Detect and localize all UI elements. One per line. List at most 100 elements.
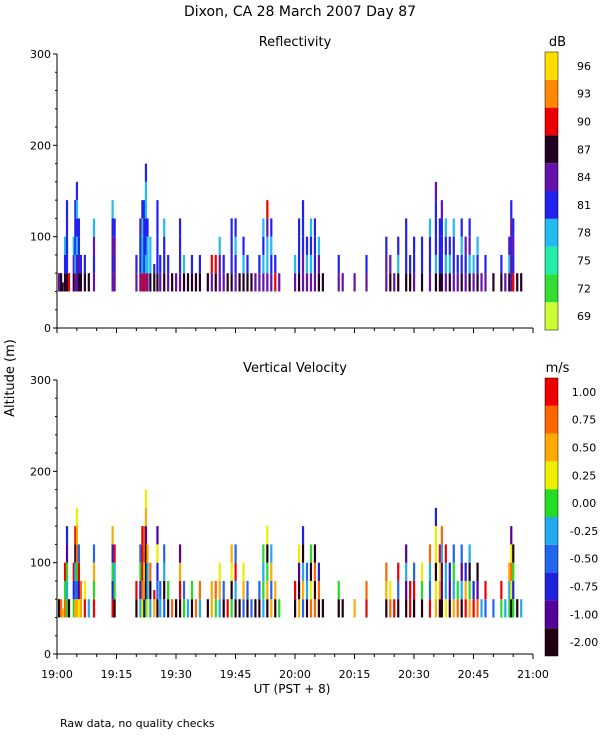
data-bin — [297, 544, 301, 563]
data-bin — [79, 580, 82, 600]
data-bin — [452, 562, 455, 581]
data-bin — [135, 599, 138, 618]
data-bin — [297, 273, 301, 292]
data-bin — [385, 236, 388, 255]
data-bin — [428, 544, 432, 563]
data-bin — [198, 273, 201, 292]
data-column — [409, 254, 412, 292]
data-bin — [171, 273, 174, 292]
data-column — [153, 264, 156, 292]
data-bin — [309, 273, 313, 292]
data-bin — [234, 544, 237, 563]
data-bin — [167, 580, 170, 600]
data-bin — [460, 580, 463, 600]
data-column — [167, 580, 170, 618]
data-column — [167, 254, 170, 292]
data-column — [516, 599, 519, 618]
data-bin — [59, 599, 63, 618]
data-bin — [250, 273, 253, 292]
data-bin — [77, 580, 81, 600]
data-bin — [508, 562, 511, 581]
colorbar-label: 75 — [577, 255, 591, 268]
data-bin — [178, 599, 182, 618]
data-bin — [63, 236, 67, 255]
data-bin — [448, 599, 451, 618]
data-bin — [294, 273, 297, 292]
data-bin — [270, 544, 273, 563]
data-bin — [230, 273, 233, 292]
data-bin — [234, 218, 237, 237]
data-bin — [144, 236, 148, 255]
data-bin — [262, 273, 265, 292]
data-bin — [438, 562, 441, 581]
y-tick-label: 300 — [30, 374, 51, 387]
data-column — [309, 218, 313, 292]
data-bin — [456, 254, 459, 274]
data-bin — [274, 599, 277, 618]
data-column — [79, 254, 82, 292]
data-bin — [182, 599, 186, 618]
data-bin — [74, 599, 77, 618]
data-bin — [61, 608, 64, 618]
data-bin — [409, 580, 412, 600]
data-bin — [397, 562, 400, 581]
data-bin — [111, 526, 114, 545]
data-bin — [111, 200, 114, 219]
data-bin — [420, 254, 424, 274]
data-column — [182, 580, 186, 618]
data-bin — [266, 218, 269, 237]
data-column — [135, 580, 138, 618]
data-bin — [77, 273, 81, 292]
data-bin — [413, 273, 416, 292]
data-bin — [87, 273, 90, 292]
data-bin — [309, 580, 313, 600]
data-column — [448, 236, 451, 292]
data-bin — [508, 580, 511, 600]
data-bin — [448, 580, 451, 600]
data-bin — [218, 562, 221, 581]
data-bin — [74, 200, 77, 219]
data-column — [146, 544, 149, 618]
colorbar-swatch — [545, 572, 558, 601]
data-column — [456, 580, 459, 618]
data-bin — [198, 580, 201, 600]
data-bin — [397, 236, 400, 255]
data-bin — [111, 273, 114, 292]
data-bin — [434, 580, 438, 600]
y-tick-label: 200 — [30, 465, 51, 478]
data-column — [238, 599, 241, 618]
data-bin — [113, 562, 116, 581]
data-bin — [297, 236, 301, 255]
colorbar-label: 87 — [577, 143, 591, 156]
data-bin — [144, 273, 148, 292]
data-bin — [266, 562, 269, 581]
data-column — [313, 218, 317, 292]
data-bin — [460, 254, 463, 274]
data-column — [175, 273, 178, 292]
data-bin — [144, 181, 148, 201]
data-bin — [452, 218, 455, 237]
data-bin — [444, 580, 447, 600]
data-column — [72, 562, 75, 618]
data-bin — [156, 218, 159, 237]
data-bin — [234, 562, 237, 581]
data-bin — [75, 562, 79, 581]
data-bin — [111, 218, 114, 237]
data-bin — [468, 544, 471, 563]
data-bin — [452, 599, 455, 618]
data-column — [397, 236, 400, 292]
data-bin — [153, 599, 156, 618]
data-bin — [75, 273, 79, 292]
data-column — [63, 236, 67, 292]
data-bin — [385, 273, 388, 292]
colorbar-swatch — [545, 600, 558, 629]
data-bin — [214, 599, 217, 618]
data-bin — [385, 254, 388, 274]
data-bin — [214, 580, 217, 600]
data-bin — [266, 254, 269, 274]
data-bin — [246, 273, 249, 292]
data-bin — [139, 599, 142, 618]
data-bin — [297, 218, 301, 237]
data-bin — [74, 273, 77, 292]
data-bin — [460, 599, 463, 618]
